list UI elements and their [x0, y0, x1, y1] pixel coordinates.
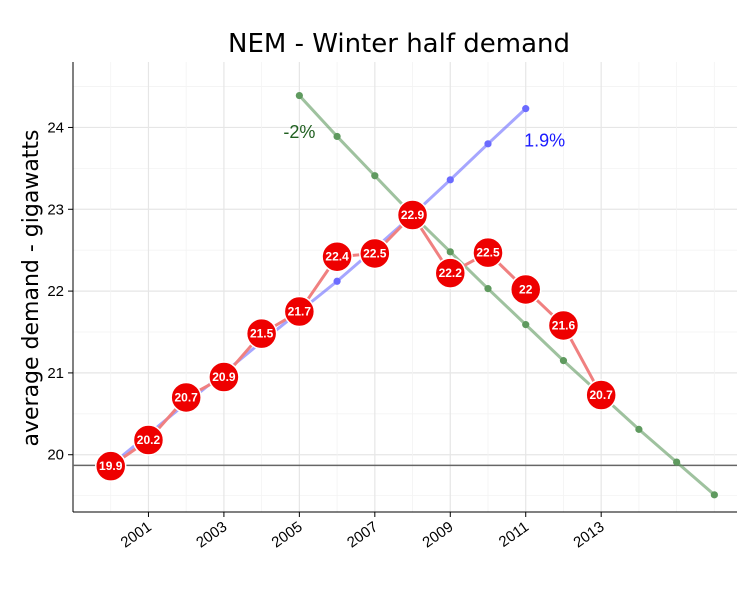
- falling-trend-point: [559, 357, 568, 365]
- actual-demand-point: [359, 237, 391, 270]
- falling-trend-point: [484, 285, 492, 293]
- grid-lines: [73, 62, 737, 512]
- falling-trend-point: [333, 132, 341, 141]
- y-tick-label: 21: [47, 365, 64, 382]
- y-axis-label: average demand - gigawatts: [19, 129, 44, 446]
- falling-trend-point: [446, 248, 454, 256]
- data-label: 21.7: [288, 305, 312, 319]
- falling-trend-line: [298, 94, 716, 496]
- falling-trend-point: [673, 458, 681, 466]
- actual-demand-point: [509, 273, 542, 306]
- plot-area: 20 21 22 23 24 2001 2003 2005 2007 2009 2011 2013 19…: [47, 62, 737, 551]
- data-label: 20.7: [590, 388, 614, 402]
- data-label: 22: [519, 282, 533, 296]
- x-tick-label: 2011: [496, 518, 532, 550]
- actual-demand-point: [321, 240, 353, 273]
- y-tick-label: 22: [47, 283, 64, 300]
- trend-rate-annotation: -2%: [283, 122, 315, 142]
- trend-rate-annotation: 1.9%: [524, 130, 565, 150]
- falling-trend-point: [710, 491, 718, 499]
- y-tick-label: 23: [47, 201, 64, 218]
- data-label: 22.9: [401, 208, 425, 222]
- data-label: 22.5: [363, 246, 387, 260]
- actual-demand-point: [585, 379, 617, 411]
- falling-trend-point: [635, 425, 643, 433]
- chart-title: NEM - Winter half demand: [228, 29, 570, 59]
- actual-demand-point: [245, 317, 278, 350]
- data-label: 21.6: [552, 318, 576, 332]
- data-label: 20.7: [175, 390, 199, 404]
- x-tick-label: 2001: [118, 518, 155, 551]
- actual-demand-point: [170, 381, 202, 414]
- y-tick-label: 20: [47, 447, 64, 464]
- actual-demand-point: [94, 450, 127, 482]
- actual-demand-point: [132, 424, 165, 456]
- falling-trend-point: [371, 172, 379, 180]
- actual-demand-point: [283, 295, 316, 328]
- actual-demand-point: [472, 236, 504, 269]
- y-tick-label: 24: [47, 119, 64, 136]
- actual-demand-point: [547, 309, 580, 342]
- x-tick-label: 2005: [269, 518, 306, 551]
- rising-trend-point: [522, 105, 530, 113]
- actual-demand-point: [208, 361, 240, 393]
- rising-trend-point: [333, 277, 341, 285]
- x-tick-label: 2009: [419, 518, 456, 551]
- rising-trend-point: [446, 176, 454, 184]
- data-label: 22.5: [476, 246, 500, 260]
- data-label: 20.2: [137, 433, 161, 447]
- x-tick-label: 2003: [193, 518, 230, 551]
- actual-demand-point: [396, 199, 429, 231]
- falling-trend-point: [295, 91, 303, 100]
- actual-demand-line: [109, 212, 603, 468]
- falling-trend-point: [522, 321, 530, 329]
- data-label: 19.9: [99, 459, 123, 473]
- x-tick-label: 2013: [570, 518, 607, 551]
- data-label: 22.4: [325, 250, 349, 264]
- data-label: 22.2: [439, 266, 463, 280]
- x-tick-label: 2007: [344, 518, 381, 551]
- actual-demand-point: [434, 257, 467, 289]
- data-label: 21.5: [250, 327, 274, 341]
- rising-trend-point: [484, 140, 492, 148]
- data-label: 20.9: [212, 370, 236, 384]
